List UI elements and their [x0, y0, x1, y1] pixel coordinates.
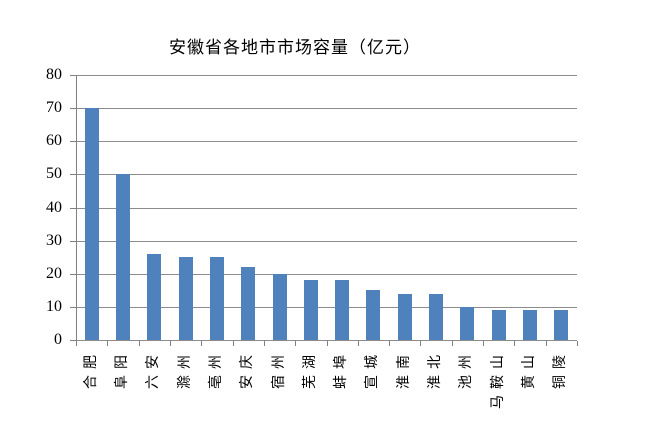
gridline: [76, 75, 577, 76]
x-tick-label: 芜湖: [302, 349, 318, 389]
x-axis-tick: [263, 341, 265, 346]
x-axis-tick: [232, 341, 234, 346]
chart-title: 安徽省各地市市场容量（亿元）: [169, 38, 421, 57]
y-tick-label: 70: [46, 99, 62, 117]
bar: [523, 310, 538, 340]
x-axis-tick: [326, 341, 328, 346]
y-axis-tick: [70, 141, 76, 143]
x-axis-tick: [389, 341, 391, 346]
y-axis-tick: [70, 340, 76, 341]
x-tick-label: 滁州: [177, 349, 193, 389]
y-tick-label: 60: [46, 132, 62, 150]
gridline: [76, 240, 577, 242]
y-tick-label: 20: [46, 264, 62, 282]
gridline: [76, 207, 577, 209]
y-axis-tick: [70, 174, 76, 176]
x-axis-tick: [577, 341, 578, 346]
bar: [366, 290, 381, 340]
x-tick-label: 宿州: [271, 349, 287, 389]
bar: [491, 310, 506, 340]
bar: [335, 280, 350, 340]
bar: [84, 108, 99, 340]
y-tick-label: 80: [46, 66, 62, 83]
y-axis-tick: [70, 306, 76, 308]
y-axis-line: [76, 75, 77, 341]
bar: [554, 310, 569, 340]
gridline: [76, 273, 577, 275]
x-tick-label: 宣城: [365, 349, 381, 389]
x-tick-label: 黄山: [522, 349, 538, 389]
x-tick-label: 合肥: [83, 349, 99, 389]
bar: [178, 257, 193, 340]
x-tick-label: 阜阳: [114, 349, 130, 389]
x-tick-label: 池州: [459, 349, 475, 389]
y-tick-label: 40: [46, 198, 62, 216]
gridline: [76, 141, 577, 143]
y-axis-tick: [70, 240, 76, 242]
y-axis-tick: [70, 75, 76, 76]
x-axis-tick: [76, 341, 77, 346]
x-axis-tick: [357, 341, 359, 346]
x-tick-label: 铜陵: [553, 349, 569, 389]
bar: [272, 273, 287, 340]
y-axis-tick: [70, 273, 76, 275]
x-tick-label: 安庆: [240, 349, 256, 389]
bar: [397, 293, 412, 340]
y-axis-tick: [70, 207, 76, 209]
bar: [115, 174, 130, 340]
y-axis-tick: [70, 108, 76, 110]
x-axis-tick: [420, 341, 422, 346]
gridline: [76, 174, 577, 176]
x-axis-tick: [483, 341, 485, 346]
bar: [147, 253, 162, 340]
y-tick-label: 30: [46, 231, 62, 249]
x-axis-tick: [107, 341, 109, 346]
bar: [241, 267, 256, 340]
x-tick-label: 淮南: [396, 349, 412, 389]
gridline: [76, 306, 577, 308]
x-axis-tick: [545, 341, 547, 346]
x-tick-label: 蚌埠: [334, 349, 350, 389]
y-tick-label: 50: [46, 165, 62, 183]
x-tick-label: 六安: [146, 349, 162, 389]
x-tick-label: 亳州: [208, 349, 224, 389]
x-tick-label: 马鞍山: [490, 349, 506, 409]
x-axis-tick: [138, 341, 140, 346]
y-tick-label: 10: [46, 297, 62, 315]
x-tick-label: 淮北: [428, 349, 444, 389]
x-axis-tick: [514, 341, 516, 346]
x-axis-tick: [169, 341, 171, 346]
y-tick-label: 0: [54, 331, 62, 348]
bar: [303, 280, 318, 340]
x-axis-tick: [451, 341, 453, 346]
x-axis-line: [76, 340, 577, 341]
bar: [460, 306, 475, 340]
gridline: [76, 108, 577, 110]
bar: [429, 293, 444, 340]
x-axis-tick: [201, 341, 203, 346]
x-axis-tick: [295, 341, 297, 346]
bar: [209, 257, 224, 340]
